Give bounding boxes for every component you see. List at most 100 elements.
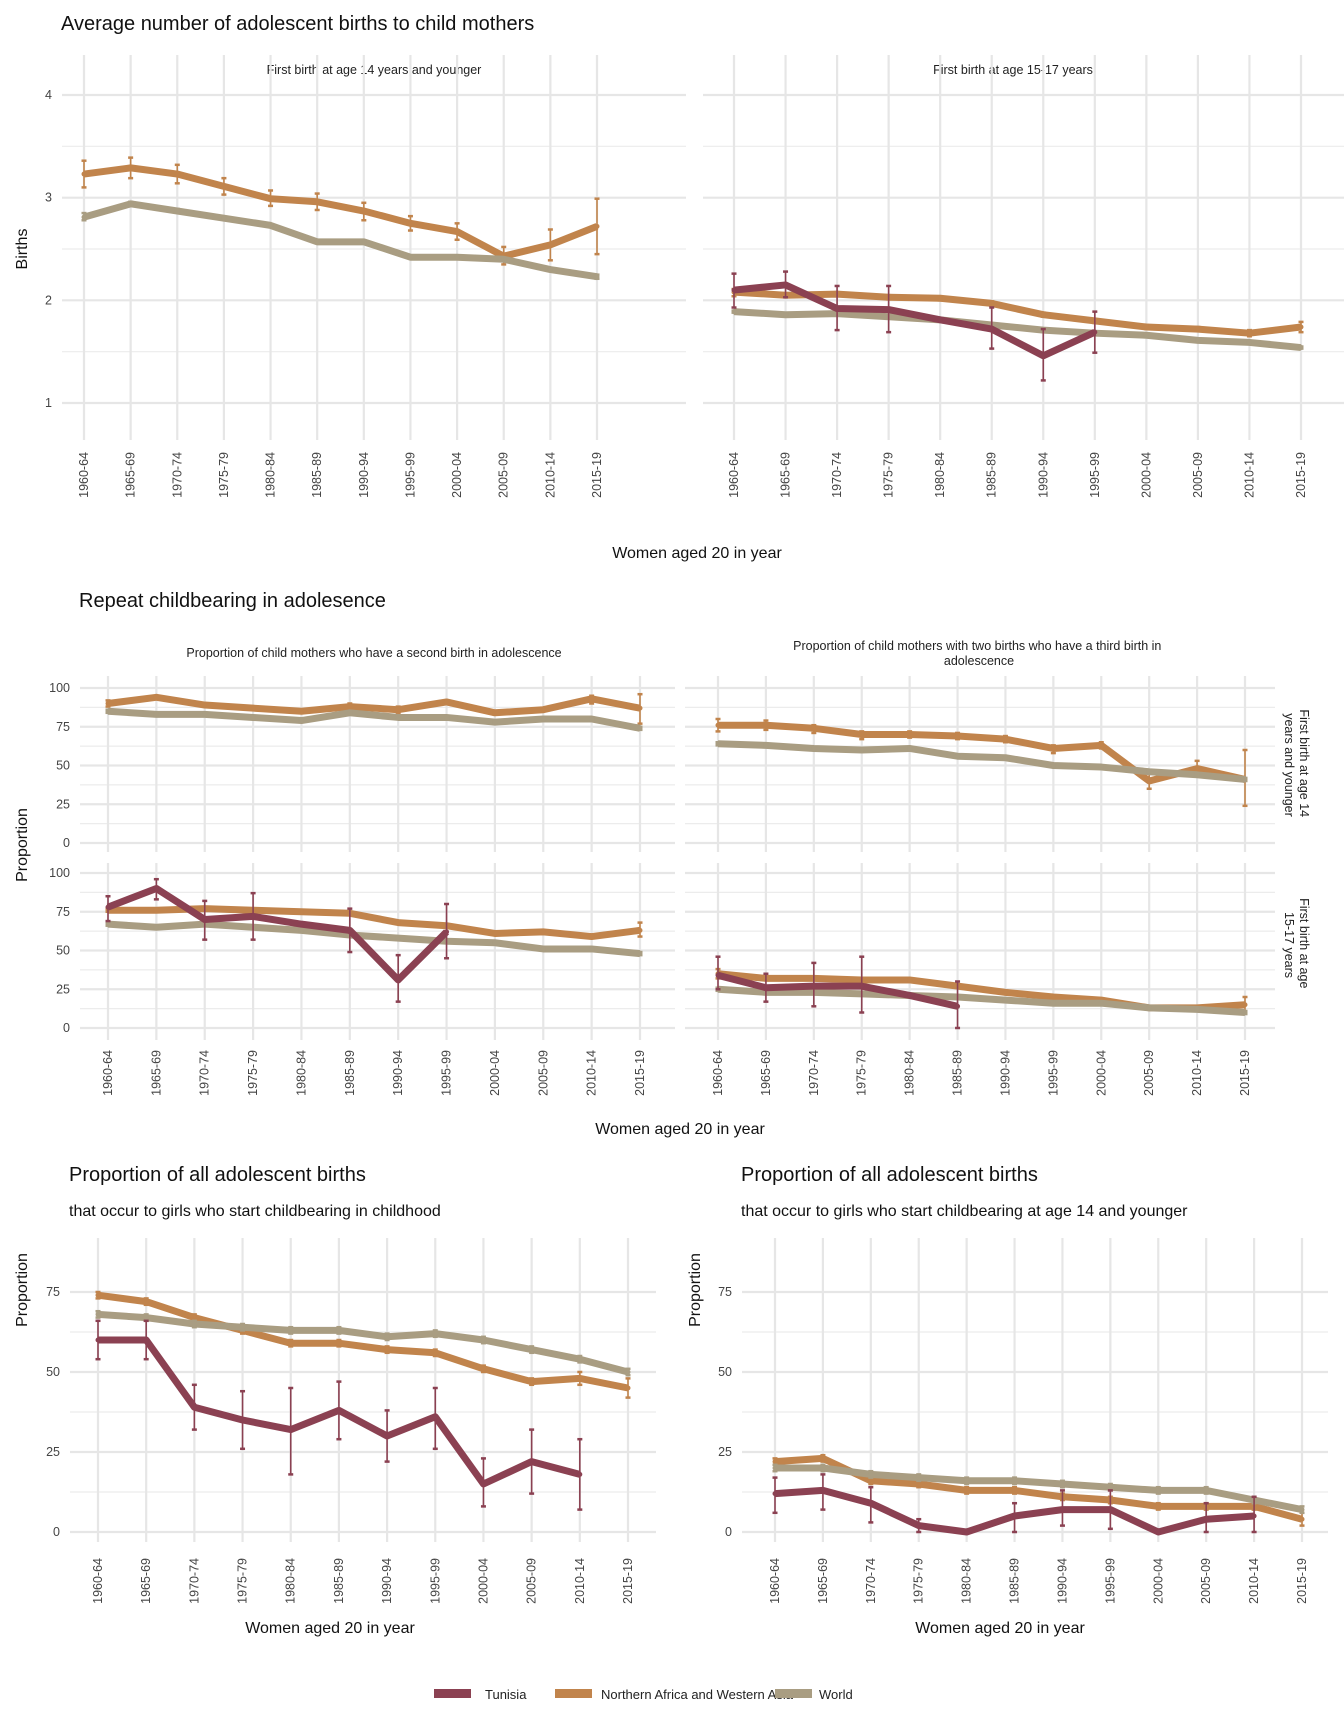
- data-point-northern-africa-and-western-asia: [480, 1366, 486, 1372]
- series-line-world: [107, 920, 641, 958]
- x-tick-label: 2000-04: [476, 1558, 490, 1604]
- row-strip-15-17-group: First birth at age 15-17 years: [1282, 898, 1311, 988]
- data-point-northern-africa-and-western-asia: [989, 300, 995, 306]
- data-point-world: [361, 239, 367, 245]
- data-point-northern-africa-and-western-asia: [1002, 736, 1008, 742]
- data-point-northern-africa-and-western-asia: [964, 1487, 970, 1493]
- data-point-world: [395, 714, 401, 720]
- data-point-northern-africa-and-western-asia: [95, 1292, 101, 1298]
- data-point-world: [1012, 1478, 1018, 1484]
- data-point-tunisia: [288, 1427, 294, 1433]
- series-line-world: [97, 1310, 629, 1376]
- x-tick-label: 2010-14: [543, 452, 557, 498]
- x-tick-label: 1995-99: [1088, 452, 1102, 498]
- x-tick-label: 1960-64: [768, 1558, 782, 1604]
- series-line-world: [83, 200, 598, 281]
- legend-label-world: World: [819, 1687, 853, 1702]
- y-tick-label: 0: [725, 1525, 732, 1539]
- data-point-world: [268, 222, 274, 228]
- data-point-tunisia: [384, 1433, 390, 1439]
- data-point-world: [454, 254, 460, 260]
- data-point-tunisia: [783, 282, 789, 288]
- data-point-world: [1002, 997, 1008, 1003]
- y-tick-label: 2: [45, 293, 52, 307]
- data-point-world: [347, 710, 353, 716]
- row-strip-14-younger: First birth at age 14 years and younger: [1282, 709, 1311, 820]
- data-point-tunisia: [916, 1523, 922, 1529]
- panel-avg-births-14-younger: 1 2 3 4 1960-64 1965-69 1970-74 1975-79 1980-84 1…: [45, 55, 686, 498]
- y-axis-title-prop-childhood: Proportion: [14, 1253, 31, 1327]
- data-point-northern-africa-and-western-asia: [1246, 330, 1252, 336]
- x-tick-label: 1960-64: [91, 1558, 105, 1604]
- y-tick-label: 75: [718, 1285, 732, 1299]
- data-point-tunisia: [859, 983, 865, 989]
- data-point-northern-africa-and-western-asia: [250, 705, 256, 711]
- series-line-northern-africa-and-western-asia: [97, 1291, 629, 1392]
- data-point-world: [1299, 1507, 1305, 1513]
- x-tick-label: 1970-74: [864, 1558, 878, 1604]
- x-tick-label: 2010-14: [585, 1050, 599, 1096]
- data-point-northern-africa-and-western-asia: [395, 707, 401, 713]
- x-tick-label: 1985-89: [332, 1558, 346, 1604]
- data-point-northern-africa-and-western-asia: [298, 909, 304, 915]
- data-point-world: [589, 716, 595, 722]
- legend-swatch-tunisia: [434, 1689, 471, 1698]
- data-point-northern-africa-and-western-asia: [336, 1340, 342, 1346]
- y-tick-label: 75: [46, 1285, 60, 1299]
- data-point-tunisia: [834, 306, 840, 312]
- data-point-world: [1146, 769, 1152, 775]
- data-point-northern-africa-and-western-asia: [153, 907, 159, 913]
- x-tick-label: 1990-94: [391, 1050, 405, 1096]
- data-point-northern-africa-and-western-asia: [529, 1379, 535, 1385]
- series-line-northern-africa-and-western-asia: [733, 288, 1302, 337]
- data-point-world: [444, 714, 450, 720]
- data-point-world: [783, 312, 789, 318]
- series-northern-africa-and-western-asia: [715, 717, 1248, 808]
- x-tick-label: 1975-79: [236, 1558, 250, 1604]
- x-tick-label: 1960-64: [727, 452, 741, 498]
- data-point-tunisia: [1155, 1529, 1161, 1535]
- data-point-northern-africa-and-western-asia: [1012, 1487, 1018, 1493]
- data-point-tunisia: [298, 921, 304, 927]
- series-line-northern-africa-and-western-asia: [107, 693, 641, 717]
- data-point-world: [916, 1475, 922, 1481]
- data-point-northern-africa-and-western-asia: [1050, 745, 1056, 751]
- series-tunisia: [731, 270, 1098, 382]
- strip-14-younger: First birth at age 14 years and younger: [267, 63, 482, 77]
- section-subtitle-prop-14-younger: that occur to girls who start childbeari…: [741, 1203, 1188, 1220]
- data-point-tunisia: [886, 307, 892, 313]
- data-point-northern-africa-and-western-asia: [1050, 994, 1056, 1000]
- x-tick-label: 1985-89: [951, 1050, 965, 1096]
- data-point-northern-africa-and-western-asia: [1242, 1002, 1248, 1008]
- x-tick-label: 2010-14: [1190, 1050, 1204, 1096]
- data-point-world: [547, 267, 553, 273]
- data-point-world: [336, 1327, 342, 1333]
- data-point-tunisia: [1092, 329, 1098, 335]
- x-tick-label: 2005-09: [525, 1558, 539, 1604]
- data-point-northern-africa-and-western-asia: [174, 171, 180, 177]
- row-strip-15-17-line2: 15-17 years: [1282, 912, 1296, 978]
- x-tick-label: 2005-09: [1199, 1558, 1213, 1604]
- x-tick-label: 1965-69: [139, 1558, 153, 1604]
- data-point-world: [250, 714, 256, 720]
- y-tick-label: 100: [49, 866, 70, 880]
- x-tick-label: 1995-99: [403, 452, 417, 498]
- x-tick-label: 1980-84: [903, 1050, 917, 1096]
- data-point-world: [407, 254, 413, 260]
- x-axis-title-prop-childhood: Women aged 20 in year: [245, 1620, 415, 1637]
- x-tick-label: 2015-19: [1238, 1050, 1252, 1096]
- data-point-northern-africa-and-western-asia: [395, 920, 401, 926]
- x-tick-label: 1980-84: [284, 1558, 298, 1604]
- series-northern-africa-and-western-asia: [105, 905, 643, 941]
- data-point-tunisia: [964, 1529, 970, 1535]
- y-tick-label: 50: [718, 1365, 732, 1379]
- data-point-tunisia: [1012, 1513, 1018, 1519]
- data-point-tunisia: [202, 917, 208, 922]
- data-point-world: [868, 1471, 874, 1477]
- data-point-world: [625, 1369, 631, 1375]
- data-point-world: [1050, 1000, 1056, 1006]
- data-point-northern-africa-and-western-asia: [1040, 312, 1046, 318]
- data-point-tunisia: [432, 1414, 438, 1420]
- data-point-world: [1194, 1006, 1200, 1012]
